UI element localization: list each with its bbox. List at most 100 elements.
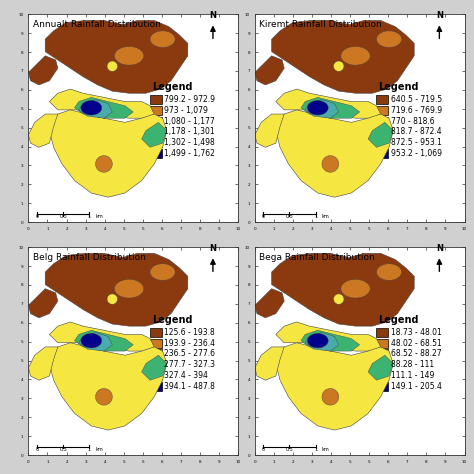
Text: 68.52 - 88.27: 68.52 - 88.27 (391, 349, 441, 358)
Text: Kiremt Rainfall Distribution: Kiremt Rainfall Distribution (259, 20, 382, 29)
Polygon shape (307, 333, 328, 348)
Text: 0.5: 0.5 (285, 214, 293, 219)
Polygon shape (114, 46, 144, 65)
Polygon shape (96, 155, 112, 172)
Polygon shape (142, 355, 167, 380)
Text: Legend: Legend (379, 315, 419, 325)
Text: N: N (436, 244, 443, 253)
FancyBboxPatch shape (376, 95, 388, 104)
Polygon shape (49, 322, 154, 351)
Text: 770 - 818.6: 770 - 818.6 (391, 117, 434, 126)
Polygon shape (49, 110, 167, 197)
Text: 0.5: 0.5 (285, 447, 293, 452)
Text: 953.2 - 1,069: 953.2 - 1,069 (391, 149, 441, 158)
Polygon shape (334, 61, 344, 72)
Polygon shape (142, 122, 167, 147)
Polygon shape (114, 279, 144, 298)
Polygon shape (28, 56, 58, 85)
Polygon shape (81, 100, 102, 115)
Text: 1: 1 (88, 447, 91, 452)
FancyBboxPatch shape (376, 128, 388, 137)
FancyBboxPatch shape (376, 349, 388, 358)
FancyBboxPatch shape (150, 106, 162, 115)
Polygon shape (150, 264, 175, 280)
Polygon shape (307, 100, 328, 115)
FancyBboxPatch shape (376, 382, 388, 391)
FancyBboxPatch shape (150, 95, 162, 104)
Polygon shape (276, 110, 393, 197)
Polygon shape (74, 330, 133, 351)
Polygon shape (79, 332, 112, 351)
Text: Legend: Legend (152, 315, 192, 325)
Polygon shape (272, 253, 414, 326)
FancyBboxPatch shape (376, 360, 388, 369)
Polygon shape (272, 20, 414, 93)
Text: 0: 0 (35, 214, 38, 219)
FancyBboxPatch shape (150, 371, 162, 380)
FancyBboxPatch shape (150, 328, 162, 337)
Text: Annualt Rainfall Distribution: Annualt Rainfall Distribution (33, 20, 161, 29)
Text: 394.1 - 487.8: 394.1 - 487.8 (164, 382, 215, 391)
FancyBboxPatch shape (376, 138, 388, 147)
Polygon shape (45, 253, 188, 326)
FancyBboxPatch shape (150, 128, 162, 137)
FancyBboxPatch shape (150, 349, 162, 358)
Text: 1,499 - 1,762: 1,499 - 1,762 (164, 149, 215, 158)
Polygon shape (341, 279, 370, 298)
Polygon shape (322, 389, 339, 405)
Polygon shape (322, 155, 339, 172)
Text: 1,080 - 1,177: 1,080 - 1,177 (164, 117, 215, 126)
FancyBboxPatch shape (150, 382, 162, 391)
Polygon shape (28, 347, 58, 380)
Polygon shape (79, 100, 112, 118)
Polygon shape (255, 289, 284, 318)
Text: 0.5: 0.5 (59, 447, 67, 452)
Text: Legend: Legend (152, 82, 192, 92)
FancyBboxPatch shape (376, 149, 388, 158)
Text: 88.28 - 111: 88.28 - 111 (391, 360, 434, 369)
Polygon shape (107, 61, 118, 72)
Text: 1: 1 (314, 447, 317, 452)
Text: Legend: Legend (379, 82, 419, 92)
Polygon shape (81, 333, 102, 348)
Polygon shape (255, 347, 284, 380)
Polygon shape (305, 332, 339, 351)
Polygon shape (255, 56, 284, 85)
Text: 327.4 - 394: 327.4 - 394 (164, 371, 208, 380)
Polygon shape (255, 114, 284, 147)
FancyBboxPatch shape (376, 106, 388, 115)
Text: 1: 1 (314, 214, 317, 219)
Text: km: km (322, 447, 330, 452)
Polygon shape (334, 294, 344, 304)
Text: 0: 0 (262, 447, 265, 452)
Polygon shape (28, 114, 58, 147)
FancyBboxPatch shape (376, 338, 388, 348)
Polygon shape (107, 294, 118, 304)
FancyBboxPatch shape (376, 371, 388, 380)
Text: 48.02 - 68.51: 48.02 - 68.51 (391, 338, 441, 347)
Polygon shape (276, 89, 381, 118)
Text: N: N (210, 244, 217, 253)
Text: Bega Rainfall Distribution: Bega Rainfall Distribution (259, 253, 375, 262)
Polygon shape (301, 97, 360, 118)
Polygon shape (301, 330, 360, 351)
Text: Belg Rainfall Distribution: Belg Rainfall Distribution (33, 253, 146, 262)
Text: 111.1 - 149: 111.1 - 149 (391, 371, 434, 380)
Polygon shape (74, 97, 133, 118)
Text: 1,302 - 1,498: 1,302 - 1,498 (164, 138, 215, 147)
Text: 640.5 - 719.5: 640.5 - 719.5 (391, 95, 442, 104)
Text: 719.6 - 769.9: 719.6 - 769.9 (391, 106, 442, 115)
FancyBboxPatch shape (376, 117, 388, 126)
Polygon shape (376, 31, 401, 47)
Text: 193.9 - 236.4: 193.9 - 236.4 (164, 338, 215, 347)
FancyBboxPatch shape (150, 149, 162, 158)
Polygon shape (276, 343, 393, 430)
Polygon shape (368, 122, 393, 147)
Text: 0.5: 0.5 (59, 214, 67, 219)
Text: 0: 0 (35, 447, 38, 452)
Polygon shape (368, 355, 393, 380)
Text: N: N (436, 11, 443, 20)
Text: 149.1 - 205.4: 149.1 - 205.4 (391, 382, 441, 391)
FancyBboxPatch shape (150, 338, 162, 348)
Text: 125.6 - 193.8: 125.6 - 193.8 (164, 328, 215, 337)
